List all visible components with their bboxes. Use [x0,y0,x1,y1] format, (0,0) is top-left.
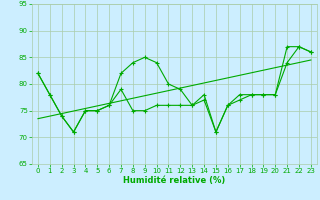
X-axis label: Humidité relative (%): Humidité relative (%) [123,176,226,185]
